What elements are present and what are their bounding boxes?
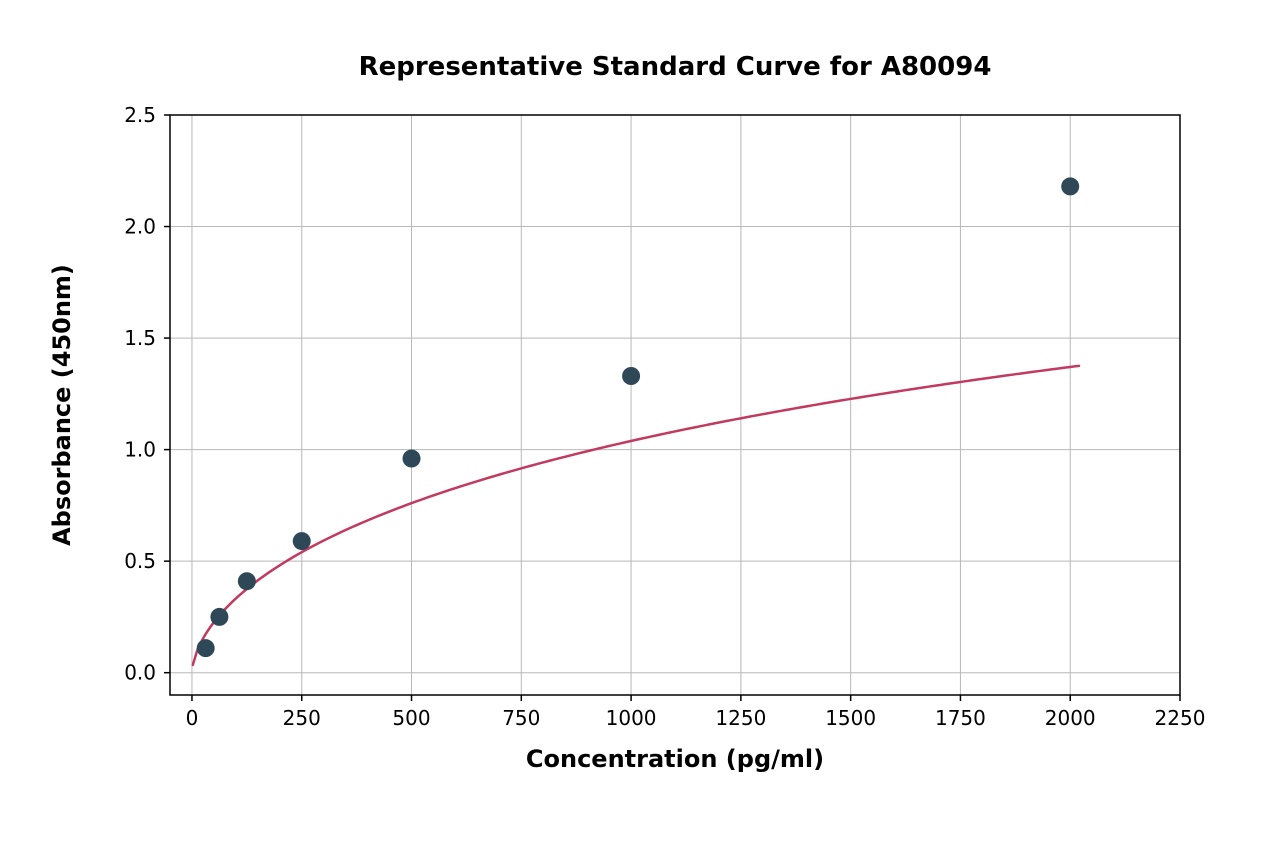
chart-container: 0 250 500 750 1000 1250 1500 1750 2000 2250 0.0 0.5… xyxy=(0,0,1280,845)
x-axis-label: Concentration (pg/ml) xyxy=(526,745,824,773)
data-point xyxy=(403,450,421,468)
y-tick-label: 2.0 xyxy=(124,215,156,239)
y-tick-label: 2.5 xyxy=(124,103,156,127)
x-tick-label: 250 xyxy=(283,706,321,730)
chart-title: Representative Standard Curve for A80094 xyxy=(359,52,992,82)
x-tick-label: 1000 xyxy=(606,706,657,730)
x-tick-label: 1750 xyxy=(935,706,986,730)
y-tick-label: 1.0 xyxy=(124,438,156,462)
data-point xyxy=(197,639,215,657)
data-point xyxy=(1061,177,1079,195)
x-tick-label: 1500 xyxy=(825,706,876,730)
y-tick-label: 0.0 xyxy=(124,661,156,685)
y-tick-label: 1.5 xyxy=(124,326,156,350)
x-tick-label: 0 xyxy=(186,706,199,730)
data-point xyxy=(622,367,640,385)
x-tick-label: 2000 xyxy=(1045,706,1096,730)
x-tick-label: 500 xyxy=(392,706,430,730)
data-point xyxy=(210,608,228,626)
data-point xyxy=(293,532,311,550)
x-tick-label: 2250 xyxy=(1155,706,1206,730)
data-point xyxy=(238,572,256,590)
y-tick-label: 0.5 xyxy=(124,549,156,573)
standard-curve-chart: 0 250 500 750 1000 1250 1500 1750 2000 2250 0.0 0.5… xyxy=(0,0,1280,845)
y-axis-label: Absorbance (450nm) xyxy=(48,264,76,546)
x-tick-label: 750 xyxy=(502,706,540,730)
x-tick-label: 1250 xyxy=(715,706,766,730)
